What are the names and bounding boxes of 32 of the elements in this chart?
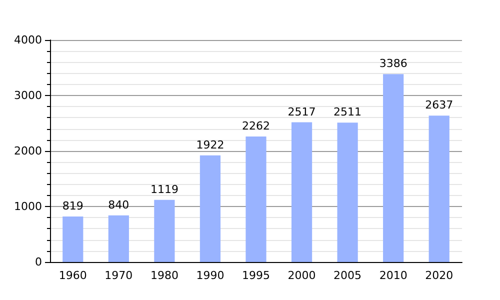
y-tick-label: 4000 <box>14 34 42 46</box>
data-label: 1922 <box>196 138 224 152</box>
x-tick-label: 1990 <box>196 269 224 282</box>
bar <box>200 155 221 262</box>
data-label: 2511 <box>334 106 362 119</box>
data-label: 2637 <box>425 98 454 112</box>
x-tick-label: 1995 <box>242 269 270 282</box>
bar <box>246 136 266 262</box>
x-tick-label: 1980 <box>150 269 178 282</box>
bar <box>428 116 450 262</box>
data-label: 3386 <box>379 57 408 70</box>
bar <box>291 122 312 262</box>
data-label: 819 <box>62 200 84 213</box>
y-tick-label: 2000 <box>14 144 42 158</box>
x-tick-label: 2005 <box>334 269 362 282</box>
data-label: 1119 <box>150 182 178 196</box>
y-tick-label: 0 <box>35 256 42 268</box>
x-tick-label: 2000 <box>288 269 316 282</box>
x-tick-label: 2020 <box>425 269 454 282</box>
data-label: 2517 <box>288 105 316 118</box>
x-tick-label: 1970 <box>104 269 133 282</box>
bar <box>383 74 404 262</box>
bar <box>62 216 84 262</box>
bar <box>337 122 358 262</box>
bar <box>154 200 175 262</box>
data-label: 2262 <box>242 119 270 132</box>
y-tick-label: 3000 <box>14 89 42 102</box>
bar <box>108 215 129 262</box>
x-tick-label: 1960 <box>58 269 87 282</box>
data-label: 840 <box>108 198 130 212</box>
y-tick-label: 1000 <box>14 200 42 213</box>
x-tick-label: 2010 <box>379 269 408 282</box>
